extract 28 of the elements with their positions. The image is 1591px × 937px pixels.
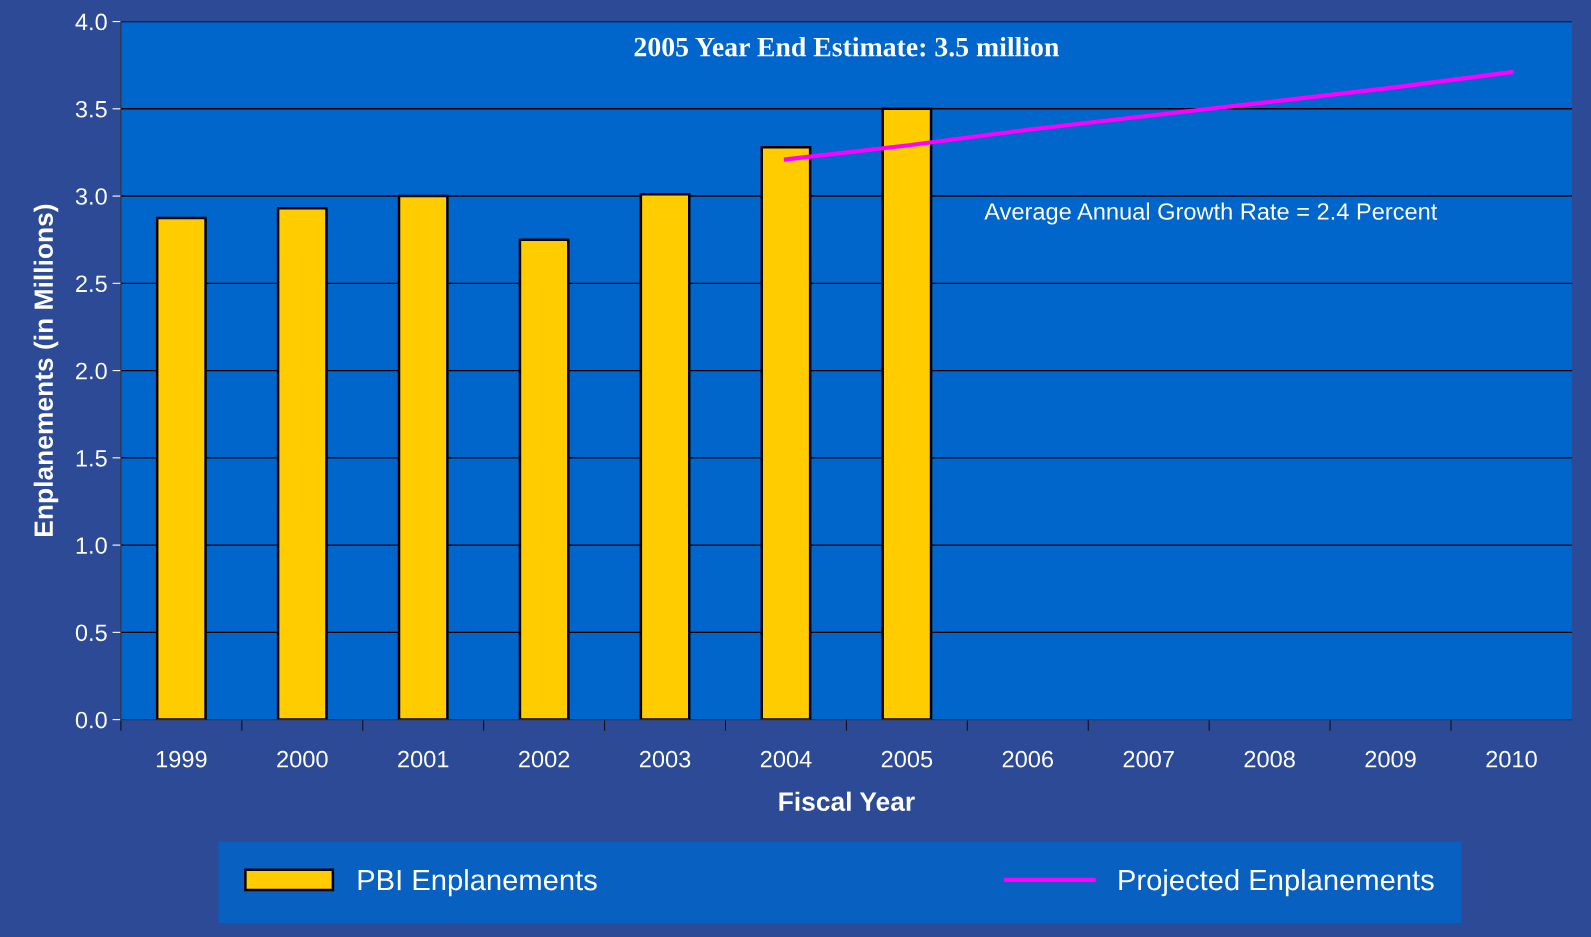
x-tick-label: 2008	[1244, 750, 1295, 768]
y-tick-label: 0.0	[75, 711, 107, 729]
x-tick-label: 2009	[1365, 750, 1416, 768]
x-tick-label: 2006	[1002, 750, 1054, 768]
x-axis-title: Fiscal Year	[779, 791, 915, 812]
y-tick-label: 1.5	[76, 450, 107, 467]
y-tick-label: 3.0	[75, 188, 107, 205]
x-tick-label: 1999	[156, 750, 207, 768]
y-tick-label: 0.5	[75, 624, 107, 642]
x-tick-label: 2010	[1486, 750, 1537, 768]
y-tick-label: 2.0	[76, 362, 107, 380]
x-tick-label: 2001	[398, 750, 449, 768]
x-tick-label: 2003	[639, 750, 691, 768]
x-tick-label: 2005	[881, 750, 933, 768]
y-tick-label: 3.5	[75, 100, 107, 118]
legend-label: Projected Enplanements	[1119, 868, 1434, 897]
y-tick-label: 1.0	[76, 537, 107, 554]
x-tick-label: 2007	[1123, 750, 1174, 768]
y-axis-title: Enplanements (in Millions)	[33, 204, 59, 536]
y-tick-label: 2.5	[76, 275, 107, 293]
chart-title: 2005 Year End Estimate: 3.5 million	[634, 36, 1059, 57]
x-tick-label: 2002	[519, 750, 570, 768]
x-tick-label: 2004	[760, 750, 812, 768]
line-series	[783, 70, 1514, 162]
y-tick-label: 4.0	[75, 13, 107, 31]
x-tick-label: 2000	[277, 750, 328, 768]
legend-label: PBI Enplanements	[358, 868, 597, 897]
annotation: Average Annual Growth Rate = 2.4 Percent	[984, 202, 1438, 225]
